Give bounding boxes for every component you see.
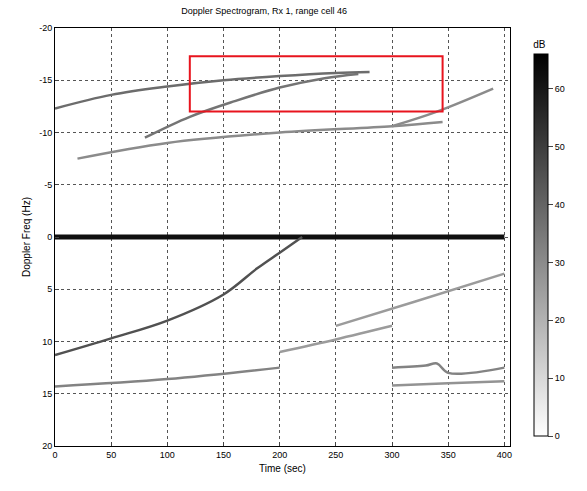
svg-text:Doppler Spectrogram, Rx 1, ran: Doppler Spectrogram, Rx 1, range cell 46 <box>181 6 347 16</box>
svg-text:dB: dB <box>533 39 546 50</box>
svg-text:Doppler Freq (Hz): Doppler Freq (Hz) <box>21 197 32 277</box>
svg-text:150: 150 <box>216 450 231 460</box>
svg-text:-5: -5 <box>44 180 52 190</box>
svg-text:200: 200 <box>272 450 287 460</box>
svg-text:40: 40 <box>555 200 565 210</box>
svg-text:400: 400 <box>497 450 512 460</box>
svg-text:20: 20 <box>42 441 52 451</box>
svg-text:100: 100 <box>160 450 175 460</box>
svg-text:-10: -10 <box>39 128 52 138</box>
svg-text:50: 50 <box>106 450 116 460</box>
svg-text:20: 20 <box>555 315 565 325</box>
svg-text:-20: -20 <box>39 23 52 33</box>
svg-text:350: 350 <box>441 450 456 460</box>
svg-text:250: 250 <box>328 450 343 460</box>
svg-text:60: 60 <box>555 84 565 94</box>
svg-text:30: 30 <box>555 258 565 268</box>
svg-text:0: 0 <box>555 431 560 441</box>
svg-text:5: 5 <box>47 284 52 294</box>
svg-text:-15: -15 <box>39 75 52 85</box>
svg-text:15: 15 <box>42 389 52 399</box>
svg-text:10: 10 <box>42 337 52 347</box>
svg-text:50: 50 <box>555 142 565 152</box>
svg-text:0: 0 <box>47 232 52 242</box>
svg-text:300: 300 <box>385 450 400 460</box>
svg-text:0: 0 <box>52 450 57 460</box>
svg-text:10: 10 <box>555 373 565 383</box>
svg-text:Time (sec): Time (sec) <box>259 463 306 474</box>
